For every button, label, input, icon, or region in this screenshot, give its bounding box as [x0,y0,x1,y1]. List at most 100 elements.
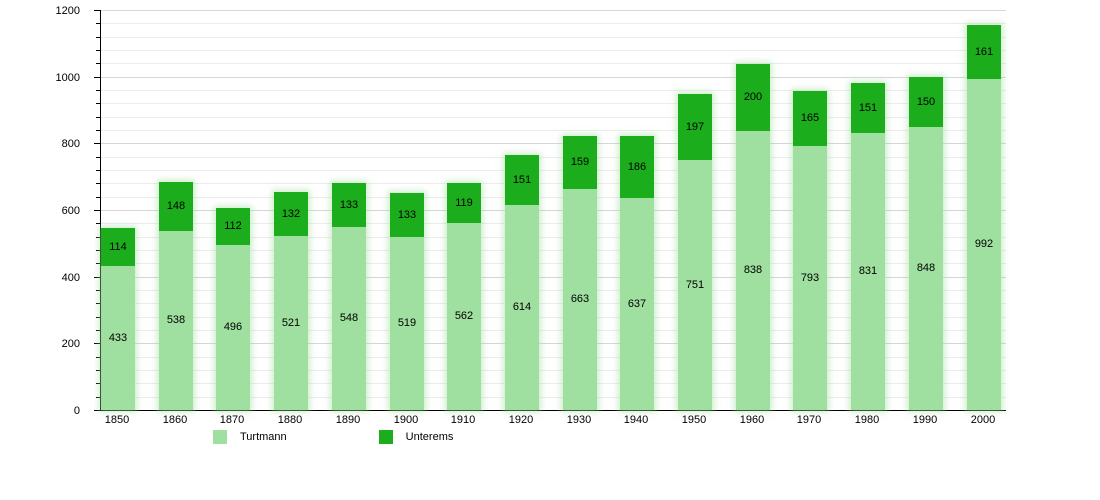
x-axis-tick-label: 1960 [739,414,765,426]
bar-value-label: 751 [685,278,705,291]
bar-value-label: 562 [454,310,474,322]
y-tick-minor [96,170,100,171]
y-axis-tick-label: 1200 [55,5,80,17]
y-tick-major [94,210,100,211]
gridline-minor [101,370,1006,371]
x-axis-tick-label: 1860 [162,414,188,426]
bar-value-label: 521 [281,316,301,329]
bar-value-label: 133 [397,208,417,221]
y-tick-minor [96,197,100,198]
y-tick-minor [96,23,100,24]
gridline-minor [101,37,1006,38]
bar-segment-turtmann: 562 [447,223,481,410]
bar-segment-unterems: 148 [159,182,193,231]
bar-segment-unterems: 165 [793,91,827,146]
bar-group-1950: 197 751 [678,94,712,410]
gridline-minor [101,90,1006,91]
gridline-minor [101,197,1006,198]
gridline-minor [101,50,1006,51]
gridline-minor [101,130,1006,131]
bar-value-label: 148 [166,200,186,212]
gridline-major [101,77,1006,78]
bar-group-1870: 112 496 [216,208,250,410]
legend-swatch-unterems [378,430,393,444]
bar-segment-turtmann: 793 [793,146,827,410]
y-tick-minor [96,370,100,371]
bar-segment-unterems: 186 [620,136,654,198]
x-axis-tick-label: 1930 [566,414,592,426]
y-tick-major [94,343,100,344]
bar-segment-turtmann: 538 [159,231,193,410]
gridline-minor [101,397,1006,398]
y-tick-minor [96,397,100,398]
bar-group-1980: 151 831 [851,83,885,410]
y-axis-tick-label: 0 [73,405,80,417]
legend-label-turtmann: Turtmann [240,431,287,443]
gridline-minor [101,183,1006,184]
y-tick-minor [96,183,100,184]
y-axis-tick-label: 800 [61,138,80,150]
y-tick-major [94,143,100,144]
bar-group-1970: 165 793 [793,91,827,410]
bar-value-label: 159 [570,156,590,168]
bar-value-label: 496 [223,321,243,333]
x-axis-tick-label: 1850 [104,414,130,426]
y-tick-major [94,410,100,411]
bar-group-1960: 200 838 [736,64,770,410]
bar-segment-unterems: 151 [505,155,539,205]
x-axis-tick-label: 1900 [393,414,419,426]
bar-value-label: 663 [570,293,590,305]
gridline-major [101,10,1006,11]
y-tick-major [94,10,100,11]
gridline-minor [101,317,1006,318]
gridline-major [101,343,1006,344]
bar-segment-turtmann: 992 [967,79,1001,410]
x-axis-tick-label: 1940 [623,414,649,426]
gridline-minor [101,263,1006,264]
bar-group-1920: 151 614 [505,155,539,410]
bar-value-label: 119 [455,196,473,209]
bar-value-label: 186 [627,160,647,173]
x-axis-tick-label: 1870 [219,414,245,426]
bar-group-1880: 132 521 [274,192,308,410]
x-axis-tick-label: 1890 [335,414,361,426]
legend-item-turtmann: Turtmann [213,430,287,444]
y-tick-minor [96,357,100,358]
y-tick-minor [96,130,100,131]
bar-value-label: 793 [800,271,820,284]
bar-group-1900: 133 519 [390,193,424,410]
legend-label-unterems: Unterems [405,431,454,443]
bar-segment-turtmann: 521 [274,236,308,410]
y-axis-labels: 0 200 400 600 800 1000 1200 [0,5,90,417]
gridline-major [101,210,1006,211]
bar-segment-turtmann: 496 [216,245,250,410]
gridline-minor [101,23,1006,24]
bar-value-label: 161 [974,45,994,58]
y-tick-minor [96,103,100,104]
y-tick-major [94,77,100,78]
bar-value-label: 151 [512,173,532,186]
y-tick-minor [96,383,100,384]
x-axis-tick-label: 1980 [854,414,880,426]
x-axis-tick-label: 1880 [277,414,303,426]
bar-segment-unterems: 133 [332,183,366,227]
plot-area: 114 433 148 538 112 496 132 521 133 548 133 519 119 5… [94,10,1006,411]
bar-segment-unterems: 133 [390,193,424,237]
gridline-minor [101,357,1006,358]
bar-segment-unterems: 114 [101,228,135,266]
bar-segment-turtmann: 663 [563,189,597,410]
gridline-minor [101,237,1006,238]
bar-value-label: 992 [974,238,994,250]
bar-segment-turtmann: 848 [909,127,943,410]
gridline-minor [101,250,1006,251]
bar-value-label: 112 [224,220,242,232]
bar-group-2000: 161 992 [967,25,1001,410]
gridline-minor [101,63,1006,64]
gridline-minor [101,330,1006,331]
y-tick-minor [96,263,100,264]
y-tick-minor [96,50,100,51]
legend-swatch-turtmann [213,430,227,444]
y-tick-minor [96,290,100,291]
y-tick-minor [96,330,100,331]
